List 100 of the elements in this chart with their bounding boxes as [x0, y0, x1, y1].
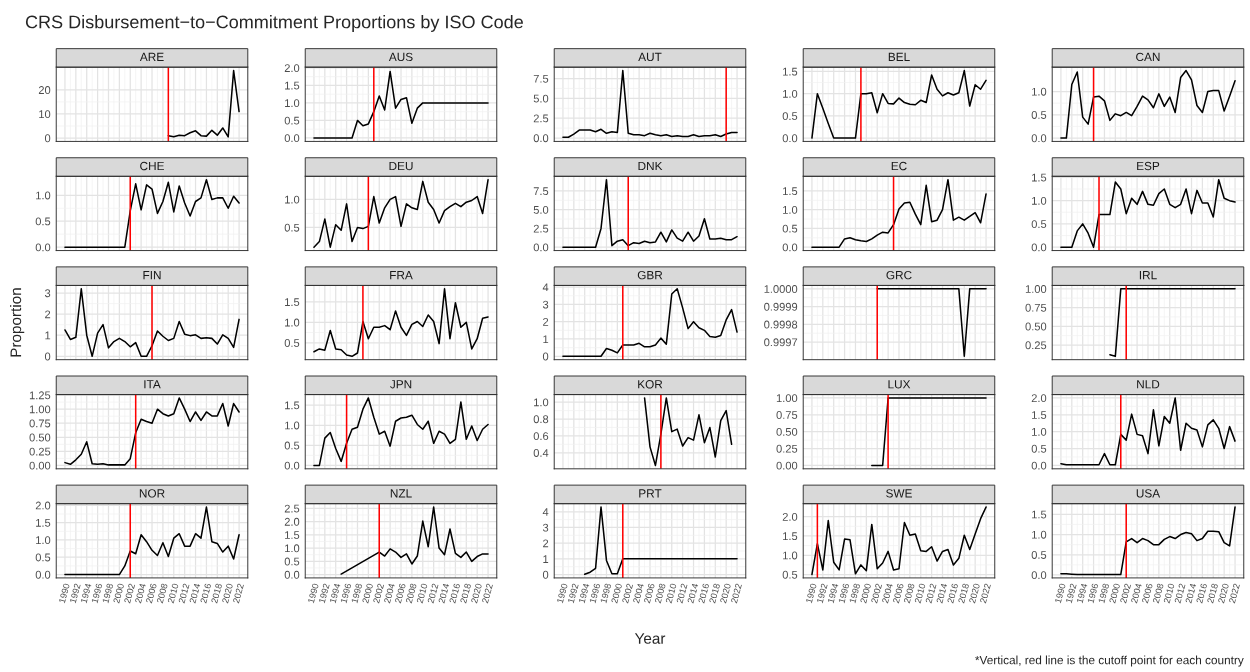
y-tick-label: 0.8	[533, 415, 549, 424]
y-tick-label: 0.5	[1031, 444, 1047, 453]
y-tick-label: 0.0	[782, 134, 798, 143]
chart-title: NZL	[390, 489, 412, 498]
chart-title: ESP	[1137, 161, 1160, 171]
y-tick-label: 1.5	[1032, 411, 1047, 419]
x-tick-label: 2022	[730, 583, 742, 604]
chart-title: GBR	[637, 270, 663, 280]
x-tick-label: 2002	[123, 583, 136, 604]
x-tick-label: 1990	[58, 583, 70, 604]
line-series	[811, 69, 987, 139]
chart-title: ITA	[144, 380, 161, 389]
x-tick-label: 2018	[211, 583, 223, 604]
y-tick-label: 0	[44, 134, 51, 143]
x-tick-label: 2010	[914, 583, 926, 604]
x-tick-label: 2000	[611, 583, 623, 604]
y-tick-label: 2	[45, 310, 51, 319]
x-tick-label: 1992	[1065, 583, 1077, 604]
y-tick-label: 1.0	[36, 536, 51, 545]
line-series	[562, 69, 738, 138]
x-tick-label: 2016	[1196, 583, 1208, 604]
y-tick-label: 1.0	[1032, 530, 1047, 539]
x-tick-label: 1998	[1098, 583, 1110, 604]
chart-title: CAN	[1136, 52, 1160, 62]
text: Year	[634, 633, 666, 644]
y-tick-label: 2	[543, 539, 549, 548]
y-tick-label: 0.50	[1025, 322, 1047, 331]
x-tick-label: 1994	[1076, 583, 1088, 604]
x-tick-label: 2022	[481, 583, 493, 604]
x-tick-label: 2018	[708, 583, 721, 604]
x-tick-label: 2006	[643, 583, 655, 604]
x-tick-label: 1992	[816, 583, 828, 604]
y-tick-label: 0.0	[533, 243, 549, 252]
chart-title: SWE	[886, 489, 912, 498]
y-tick-label: 0.50	[776, 427, 798, 436]
x-tick-label: 2014	[189, 583, 201, 604]
y-tick-label: 2.0	[284, 64, 300, 73]
y-tick-label: 0.0	[284, 134, 300, 143]
y-tick-label: 0.0	[284, 570, 300, 579]
y-tick-label: 0.0	[533, 134, 549, 143]
y-tick-label: 1	[543, 555, 549, 563]
x-tick-label: 2016	[200, 583, 212, 604]
chart-title: FRA	[390, 271, 413, 280]
y-tick-label: 3	[44, 289, 51, 298]
y-tick-label: 1.0	[285, 318, 300, 327]
text: Proportion	[10, 288, 25, 357]
line-series	[64, 397, 240, 466]
x-tick-label: 2016	[698, 583, 710, 604]
text: CRS Disbursement−to−Commitment Proportions by ISO Code	[25, 15, 523, 32]
x-tick-label: 2012	[178, 583, 190, 604]
y-tick-label: 1.0000	[764, 285, 798, 293]
y-tick-label: 1.0	[36, 191, 51, 200]
y-tick-label: 0.5	[284, 223, 300, 232]
y-tick-label: 2.5	[533, 114, 549, 123]
x-tick-label: 2010	[167, 583, 179, 604]
y-tick-label: 2.5	[284, 504, 300, 513]
x-tick-label: 2000	[362, 583, 374, 604]
x-tick-label: 2008	[1152, 583, 1164, 604]
line-series	[1060, 178, 1236, 248]
y-tick-label: 4	[542, 508, 549, 516]
x-tick-label: 1996	[1087, 583, 1099, 604]
x-tick-label: 2000	[860, 583, 872, 604]
x-tick-label: 1998	[600, 583, 612, 604]
chart-title: AUS	[388, 52, 413, 62]
x-tick-label: 2004	[881, 583, 893, 604]
y-tick-label: 5.0	[533, 94, 549, 103]
y-tick-label: 1.0	[783, 551, 798, 560]
x-tick-label: 2020	[1217, 583, 1230, 604]
y-tick-label: 0.9999	[764, 302, 798, 311]
line-series	[64, 178, 240, 248]
line-series	[64, 288, 240, 358]
x-tick-label: 2004	[383, 583, 395, 604]
chart-title: EC	[891, 161, 907, 171]
x-tick-label: 2006	[145, 583, 157, 604]
y-tick-label: 0	[542, 570, 549, 579]
y-tick-label: 1.5	[285, 401, 300, 410]
x-tick-label: 1992	[567, 583, 579, 604]
y-tick-label: 1.0	[534, 398, 549, 407]
x-tick-label: 2022	[232, 583, 244, 604]
line-series	[313, 178, 489, 248]
x-tick-label: 2014	[438, 583, 450, 604]
x-tick-label: 1998	[849, 583, 861, 604]
y-tick-label: 0.5	[284, 441, 300, 450]
y-tick-label: 1.5	[285, 81, 300, 90]
y-tick-label: 1.0	[285, 544, 300, 553]
x-tick-label: 1990	[556, 583, 568, 604]
y-tick-label: 0.4	[533, 449, 549, 457]
y-tick-label: 2.0	[782, 512, 798, 521]
x-tick-label: 1996	[838, 583, 850, 604]
line-series	[1060, 506, 1236, 576]
chart-title: USA	[1136, 489, 1161, 498]
chart-title: LUX	[888, 380, 911, 389]
line-series	[167, 69, 240, 138]
x-tick-label: 2018	[459, 583, 472, 604]
chart-title: FIN	[143, 271, 161, 280]
y-tick-label: 1.25	[29, 391, 51, 400]
y-tick-label: 0.00	[776, 461, 798, 470]
x-tick-label: 2016	[947, 583, 959, 604]
y-tick-label: 2.0	[35, 501, 51, 510]
y-tick-label: 0.5	[284, 116, 300, 125]
